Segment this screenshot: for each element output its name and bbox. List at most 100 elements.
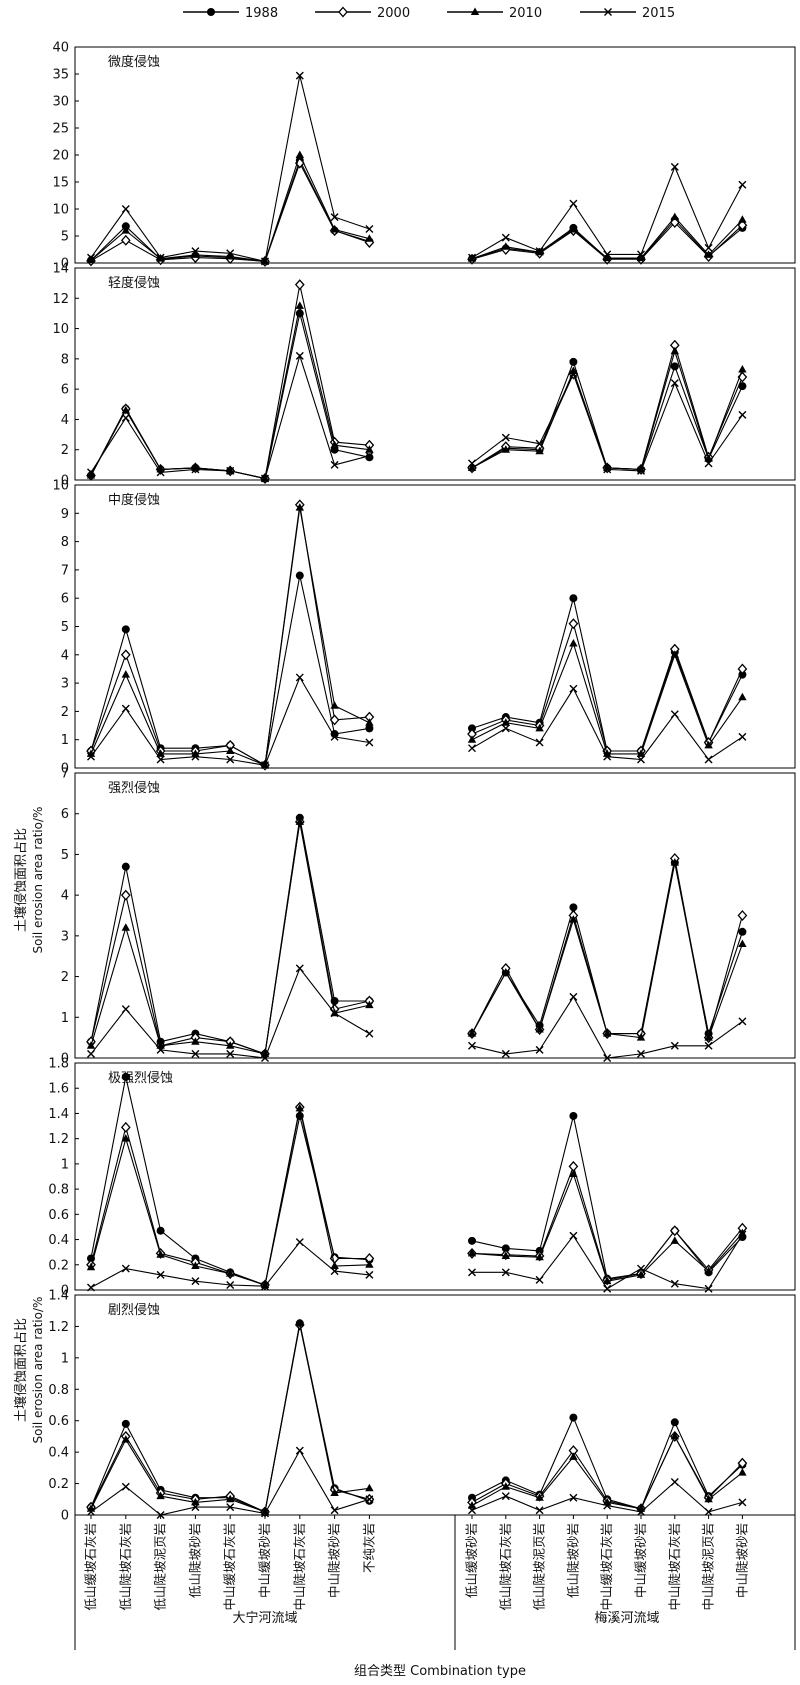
panel-frame bbox=[74, 484, 796, 769]
series-line bbox=[90, 575, 370, 767]
panel-5: 0 0.2 0.4 0.6 0.8 1 1.2 1.4 1.6 1.8 极强烈侵蚀 bbox=[48, 1057, 796, 1299]
series-line bbox=[90, 1076, 370, 1286]
data-point bbox=[535, 247, 544, 256]
data-point bbox=[569, 594, 578, 603]
data-point bbox=[738, 215, 747, 223]
panel-6: 0 0.2 0.4 0.6 0.8 1 1.2 1.4 剧烈侵蚀 bbox=[48, 1289, 796, 1524]
y-tick-label: 0.2 bbox=[48, 1477, 69, 1492]
data-point bbox=[295, 503, 304, 511]
series-line bbox=[471, 862, 743, 1036]
data-point bbox=[535, 446, 544, 455]
series-1988 bbox=[87, 1072, 747, 1289]
data-point bbox=[121, 1134, 130, 1142]
series-line bbox=[90, 153, 370, 263]
data-point bbox=[330, 460, 339, 469]
data-point bbox=[226, 466, 235, 475]
series-2000 bbox=[86, 1101, 748, 1291]
data-point bbox=[535, 1045, 544, 1054]
data-point bbox=[365, 1270, 374, 1279]
data-point bbox=[738, 382, 747, 391]
data-point bbox=[670, 1478, 679, 1486]
data-point bbox=[330, 1506, 339, 1515]
x-tick-label: 中山缓坡石灰岩 bbox=[222, 1523, 237, 1611]
data-point bbox=[738, 927, 747, 936]
series-line bbox=[90, 305, 370, 480]
data-point bbox=[704, 243, 713, 252]
data-point bbox=[330, 730, 339, 739]
data-point bbox=[295, 964, 304, 973]
x-axis-title: 组合类型 Combination type bbox=[354, 1664, 526, 1679]
y-tick-label: 10 bbox=[52, 322, 69, 337]
data-point bbox=[704, 740, 713, 749]
data-point bbox=[569, 684, 578, 693]
x-tick-label: 低山陡坡石灰岩 bbox=[118, 1523, 133, 1611]
series-line bbox=[471, 218, 743, 260]
y-tick-label: 1 bbox=[61, 1011, 69, 1026]
data-point bbox=[365, 445, 374, 453]
data-point bbox=[468, 1268, 476, 1277]
data-point bbox=[365, 451, 374, 460]
data-point bbox=[261, 1054, 269, 1062]
data-point bbox=[330, 1488, 339, 1496]
data-point bbox=[535, 1275, 544, 1284]
y-tick-label: 0 bbox=[61, 1509, 69, 1524]
data-point bbox=[226, 1049, 235, 1058]
y-tick-label: 40 bbox=[52, 41, 69, 56]
data-point bbox=[670, 650, 679, 658]
data-point bbox=[261, 1282, 269, 1291]
data-point bbox=[535, 1506, 544, 1515]
y-tick-label: 1.6 bbox=[48, 1082, 69, 1097]
series-line bbox=[90, 313, 370, 480]
data-point bbox=[568, 618, 579, 630]
x-tick-label: 中山缓坡石灰岩 bbox=[599, 1523, 614, 1611]
data-point bbox=[295, 1238, 304, 1247]
data-point bbox=[191, 250, 200, 258]
data-point bbox=[569, 638, 578, 647]
data-point bbox=[569, 357, 578, 366]
data-point bbox=[535, 1025, 544, 1033]
y-tick-label: 1.4 bbox=[48, 1289, 69, 1304]
data-point bbox=[86, 255, 96, 264]
y-tick-label: 10 bbox=[52, 203, 69, 218]
data-point bbox=[636, 253, 646, 262]
x-tick-label: 中山陡坡砂岩 bbox=[734, 1523, 749, 1598]
x-tick-label: 中山陡坡砂岩 bbox=[327, 1523, 342, 1598]
series-2010 bbox=[86, 817, 747, 1057]
data-point bbox=[87, 1049, 95, 1058]
data-point bbox=[738, 1228, 747, 1237]
data-point bbox=[637, 1507, 645, 1516]
series-line bbox=[90, 1108, 370, 1286]
data-point bbox=[120, 649, 131, 661]
series-line bbox=[471, 360, 743, 470]
panel-title: 轻度侵蚀 bbox=[108, 275, 160, 291]
data-point bbox=[294, 279, 305, 291]
data-point bbox=[226, 1503, 235, 1512]
data-point bbox=[569, 992, 578, 1001]
y-tick-label: 2 bbox=[61, 705, 69, 720]
y-tick-label: 5 bbox=[61, 848, 69, 863]
data-point bbox=[737, 1457, 748, 1469]
data-point bbox=[365, 738, 374, 747]
data-point bbox=[569, 915, 578, 923]
series-line bbox=[471, 165, 743, 259]
series-1988 bbox=[87, 813, 747, 1058]
data-point bbox=[569, 1452, 578, 1460]
y-tick-label: 4 bbox=[61, 413, 69, 428]
x-tick-label: 中山陡坡泥页岩 bbox=[701, 1523, 716, 1611]
data-point bbox=[704, 1266, 713, 1275]
data-point bbox=[501, 1244, 510, 1253]
data-point bbox=[191, 1277, 200, 1286]
series-line bbox=[471, 1115, 743, 1280]
data-point bbox=[121, 670, 130, 678]
data-point bbox=[636, 1270, 646, 1278]
data-point bbox=[86, 1262, 96, 1271]
series-2015 bbox=[87, 673, 747, 770]
series-line bbox=[90, 821, 370, 1055]
data-point bbox=[738, 1468, 747, 1476]
data-point bbox=[365, 1495, 374, 1504]
data-point bbox=[501, 233, 510, 242]
data-point bbox=[121, 413, 130, 422]
data-point bbox=[329, 714, 340, 726]
series-line bbox=[90, 1323, 370, 1513]
data-point bbox=[670, 162, 679, 171]
